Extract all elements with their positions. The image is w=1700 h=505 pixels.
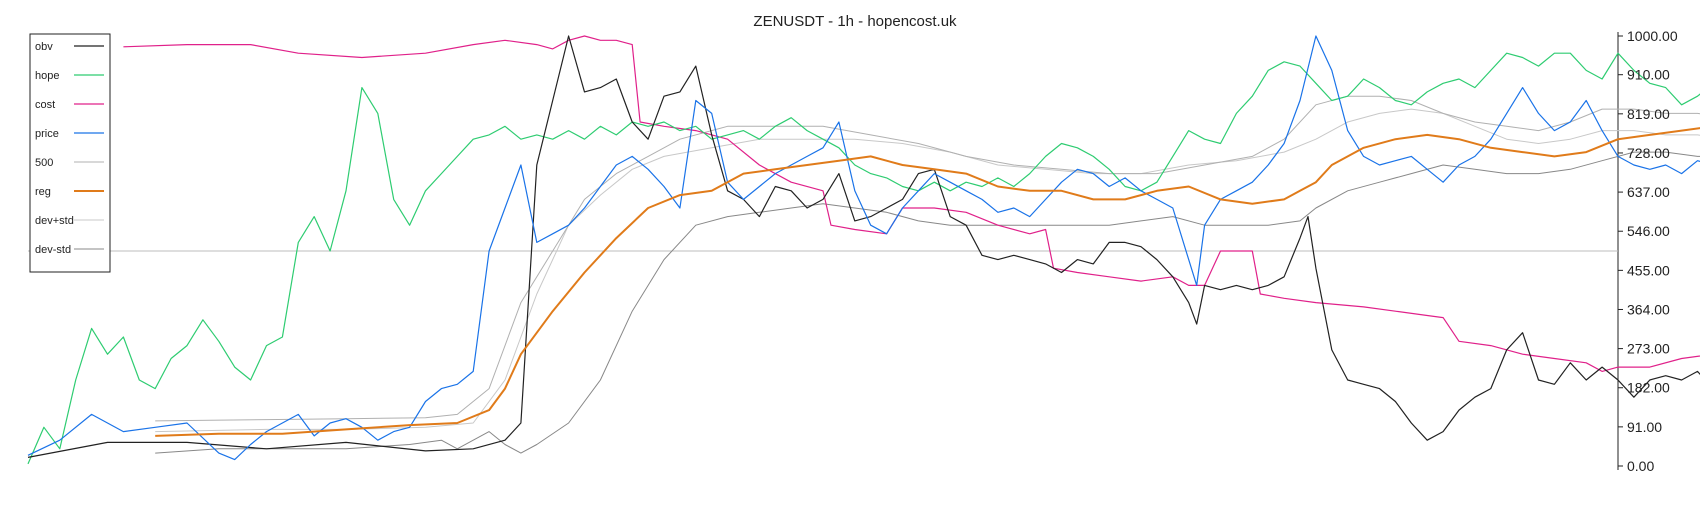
y-tick-label: 364.00	[1627, 301, 1670, 317]
series-layer	[27, 35, 1700, 465]
series-line-reg	[155, 127, 1700, 437]
y-tick-label: 728.00	[1627, 145, 1670, 161]
series-line-price	[27, 35, 1700, 461]
series-line-dev-std	[155, 108, 1700, 433]
series-line-obv	[27, 35, 1700, 458]
legend-label: cost	[35, 99, 55, 111]
y-tick-label: 819.00	[1627, 106, 1670, 122]
y-tick-label: 546.00	[1627, 223, 1670, 239]
legend-label: dev-std	[35, 244, 71, 256]
legend-label: dev+std	[35, 215, 74, 227]
y-tick-label: 182.00	[1627, 380, 1670, 396]
legend-label: 500	[35, 157, 53, 169]
y-tick-label: 91.00	[1627, 419, 1662, 435]
y-tick-label: 637.00	[1627, 184, 1670, 200]
series-line-dev-std	[155, 151, 1700, 454]
legend-label: reg	[35, 186, 51, 198]
y-tick-label: 273.00	[1627, 341, 1670, 357]
legend-label: hope	[35, 70, 59, 82]
legend-label: obv	[35, 41, 53, 53]
chart-title: ZENUSDT - 1h - hopencost.uk	[753, 13, 957, 30]
y-tick-label: 0.00	[1627, 458, 1654, 474]
legend-box	[29, 33, 111, 273]
legend: obv hope cost price 500 reg dev+std dev-std	[29, 33, 111, 273]
series-line-hope	[27, 52, 1700, 465]
series-line-500	[155, 95, 1700, 422]
y-tick-label: 910.00	[1627, 67, 1670, 83]
legend-label: price	[35, 128, 59, 140]
y-tick-label: 455.00	[1627, 262, 1670, 278]
y-tick-label: 1000.00	[1627, 28, 1678, 44]
series-line-cost	[123, 35, 1700, 372]
y-axis: 1000.00 910.00 819.00 728.00 637.00 546.00 455…	[1618, 28, 1678, 474]
